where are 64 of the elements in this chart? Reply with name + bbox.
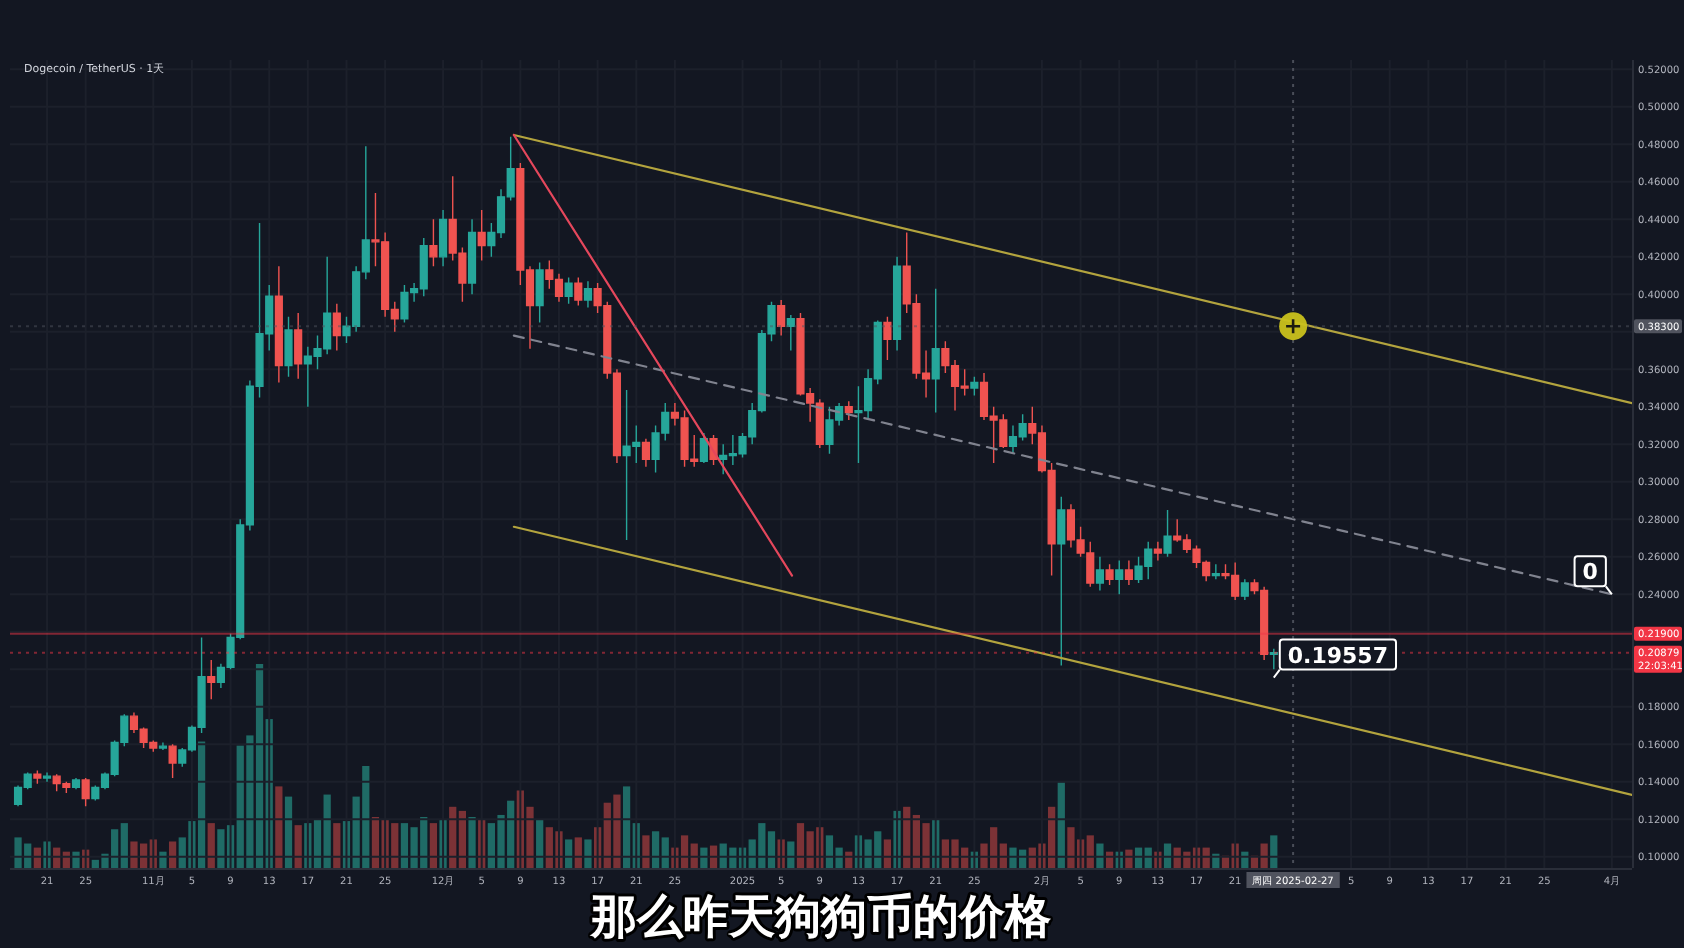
candlestick	[294, 312, 303, 380]
candlestick	[1211, 563, 1220, 580]
candlestick	[883, 316, 892, 361]
bar	[207, 823, 215, 868]
candlestick	[574, 276, 583, 307]
candlestick	[892, 256, 902, 352]
candlestick	[81, 777, 90, 807]
candlestick	[786, 314, 795, 352]
candlestick	[467, 218, 477, 296]
candlestick	[699, 432, 708, 464]
candlestick	[1124, 559, 1133, 586]
candlestick	[1095, 556, 1104, 592]
bar	[72, 851, 80, 868]
candlestick	[438, 209, 448, 267]
candlestick	[1240, 578, 1249, 601]
bar	[429, 823, 438, 868]
bar	[159, 851, 167, 868]
bar	[168, 841, 177, 868]
candlestick	[1105, 563, 1114, 586]
bar	[1096, 843, 1104, 868]
candlestick	[477, 209, 486, 262]
candlestick	[42, 771, 52, 783]
bar	[333, 823, 341, 868]
annotation: 0	[1582, 559, 1599, 586]
candlestick	[931, 288, 940, 414]
candlestick	[970, 376, 979, 397]
candlestick	[709, 434, 718, 466]
candlestick	[583, 280, 593, 309]
candlestick	[1057, 496, 1066, 667]
bar	[468, 817, 476, 868]
candlestick	[564, 276, 573, 305]
candlestick	[1153, 541, 1162, 562]
candlestick	[1115, 559, 1124, 595]
annotation: 0.19557	[1287, 642, 1389, 669]
candlestick	[844, 400, 853, 421]
bar	[565, 839, 573, 868]
candlestick	[1163, 509, 1172, 558]
candlestick	[71, 777, 81, 790]
bar	[1125, 849, 1133, 868]
candlestick	[284, 316, 293, 378]
bar	[1270, 835, 1278, 868]
bar	[574, 837, 582, 868]
candlestick	[158, 741, 168, 751]
candlestick	[641, 438, 650, 468]
text: 那么昨天狗狗币的价格	[589, 892, 1051, 944]
candlestick	[168, 743, 177, 779]
bar	[584, 839, 592, 868]
candlestick	[429, 218, 438, 267]
candlestick	[332, 303, 341, 352]
candlestick	[777, 299, 786, 337]
bar	[1057, 782, 1065, 868]
bar	[642, 835, 650, 868]
bar	[284, 796, 293, 868]
candlestick	[535, 261, 544, 324]
bar	[275, 786, 283, 868]
candlestick	[274, 265, 283, 384]
bar	[787, 841, 795, 868]
bar	[700, 847, 708, 868]
candlestick	[1269, 647, 1278, 670]
candlestick	[207, 659, 216, 700]
bar	[883, 839, 892, 868]
candlestick	[33, 769, 42, 785]
bar	[294, 825, 302, 868]
bar	[536, 819, 544, 868]
